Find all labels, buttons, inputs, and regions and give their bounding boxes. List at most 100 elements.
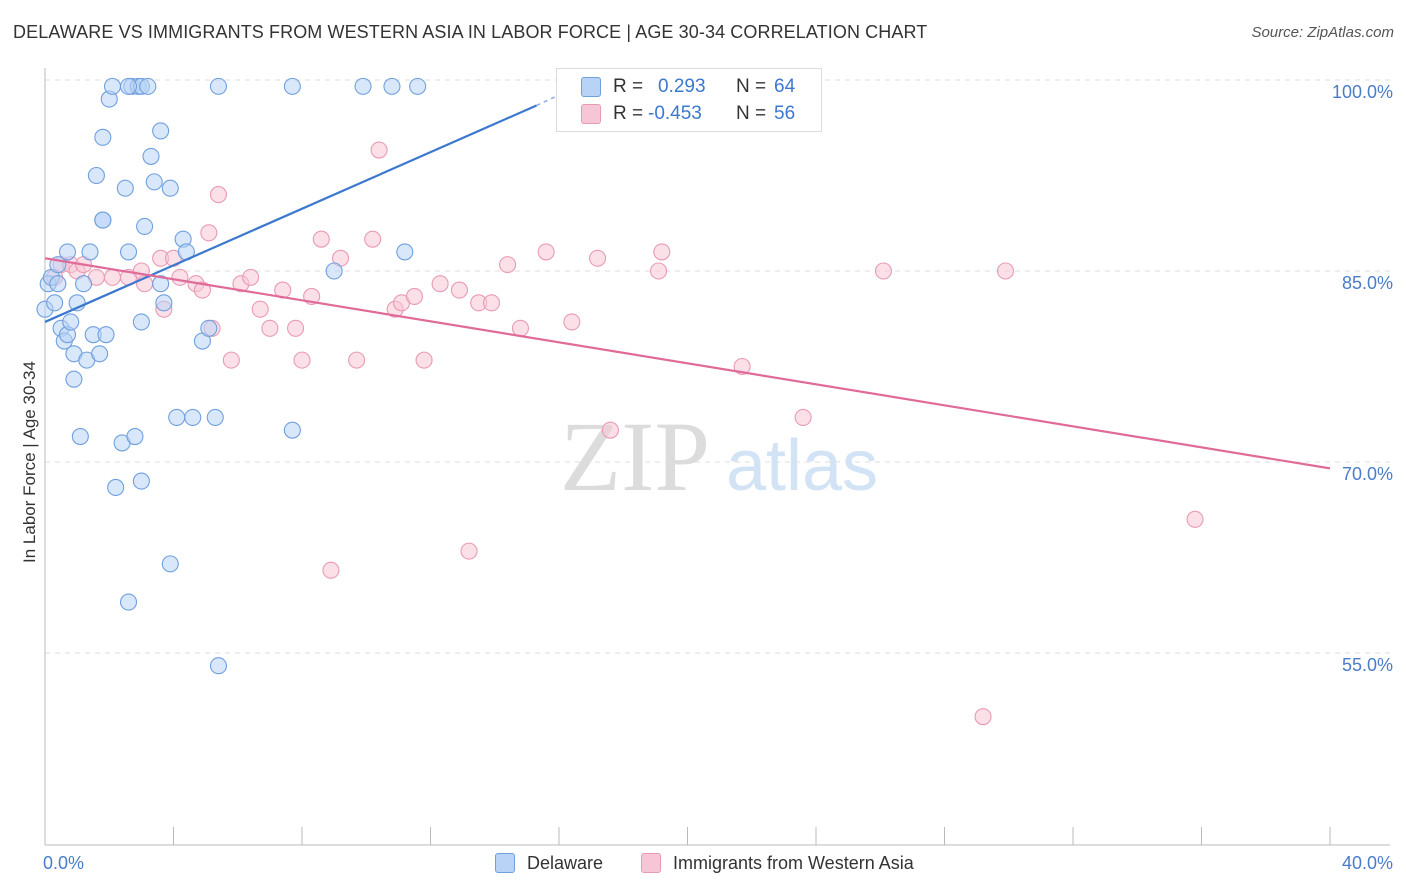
western-asia-point xyxy=(171,268,189,286)
western-asia-point xyxy=(261,319,279,337)
legend-r-value: 0.293 xyxy=(658,76,706,97)
delaware-point xyxy=(87,166,105,185)
western-asia-point xyxy=(450,281,468,299)
delaware-point xyxy=(155,294,173,312)
delaware-point xyxy=(161,555,179,573)
delaware-point xyxy=(91,345,109,363)
western-asia-point xyxy=(874,262,893,280)
delaware-point xyxy=(132,472,150,490)
western-asia-point xyxy=(415,351,433,369)
legend-n-value: 64 xyxy=(774,76,796,97)
delaware-point xyxy=(139,77,157,95)
legend-swatch-western-asia xyxy=(581,104,601,124)
delaware-point xyxy=(126,427,144,446)
data-points xyxy=(36,77,1204,726)
grid-lines xyxy=(45,79,1390,654)
delaware-point xyxy=(200,319,218,337)
x-tick-labels: 0.0% 40.0% xyxy=(43,853,1393,873)
western-asia-point xyxy=(251,300,269,318)
western-asia-point xyxy=(103,268,122,286)
western-asia-point xyxy=(293,351,311,369)
delaware-point xyxy=(94,211,112,229)
delaware-point xyxy=(94,128,112,146)
delaware-point xyxy=(184,408,202,426)
legend-r-label: R = xyxy=(613,103,644,124)
western-asia-point xyxy=(370,141,388,159)
delaware-point xyxy=(71,427,89,446)
western-asia-point xyxy=(348,351,366,369)
legend: R = 0.293 N = 64 R = -0.453 N = 56 xyxy=(556,68,822,132)
y-tick-label: 70.0% xyxy=(1342,464,1393,484)
delaware-point xyxy=(161,179,179,197)
y-tick-labels: 55.0% 70.0% 85.0% 100.0% xyxy=(1332,82,1393,675)
x-tick-label-max: 40.0% xyxy=(1342,853,1393,873)
western-asia-point xyxy=(482,294,501,312)
chart-title: DELAWARE VS IMMIGRANTS FROM WESTERN ASIA… xyxy=(13,22,928,42)
delaware-point xyxy=(58,243,77,261)
y-tick-label: 55.0% xyxy=(1342,655,1393,675)
legend-n-label: N = xyxy=(736,103,767,124)
delaware-point xyxy=(283,77,301,95)
western-asia-point xyxy=(794,408,812,426)
western-asia-point xyxy=(537,243,555,261)
western-asia-point xyxy=(1186,510,1204,528)
western-asia-point xyxy=(287,319,305,337)
delaware-point xyxy=(97,326,115,344)
delaware-point xyxy=(75,275,93,293)
western-asia-point xyxy=(650,262,668,280)
western-asia-point xyxy=(322,561,340,579)
delaware-point xyxy=(383,77,401,95)
legend-r-value: -0.453 xyxy=(648,103,702,124)
western-asia-point xyxy=(499,256,517,274)
western-asia-point xyxy=(653,243,671,261)
delaware-point xyxy=(409,77,427,95)
legend-n-label: N = xyxy=(736,76,767,97)
axes xyxy=(44,68,1390,846)
watermark-atlas: atlas xyxy=(726,426,878,506)
watermark: ZIP atlas xyxy=(560,401,878,512)
bottom-legend-swatch-western-asia xyxy=(641,853,661,873)
bottom-legend-label: Immigrants from Western Asia xyxy=(673,853,914,873)
western-asia-point xyxy=(974,708,992,726)
source-label: Source: ZipAtlas.com xyxy=(1251,24,1394,41)
western-asia-point xyxy=(601,421,619,439)
delaware-point xyxy=(325,262,343,280)
western-asia-trend-line xyxy=(44,257,1331,470)
delaware-point xyxy=(119,593,138,611)
delaware-point xyxy=(119,77,138,95)
watermark-zip: ZIP xyxy=(560,401,710,512)
delaware-point xyxy=(152,275,170,293)
delaware-point xyxy=(396,243,414,261)
delaware-point xyxy=(119,243,138,261)
delaware-point xyxy=(81,243,99,261)
delaware-point xyxy=(152,122,170,140)
delaware-point xyxy=(65,370,83,388)
western-asia-point xyxy=(364,230,382,248)
western-asia-point xyxy=(242,268,260,286)
delaware-point xyxy=(354,77,372,95)
delaware-point xyxy=(62,313,80,331)
delaware-point xyxy=(46,294,64,312)
western-asia-point xyxy=(193,281,211,299)
delaware-point xyxy=(206,408,224,426)
western-asia-point xyxy=(460,542,478,560)
western-asia-point xyxy=(222,351,240,369)
delaware-point xyxy=(136,217,154,235)
legend-swatch-delaware xyxy=(581,77,601,97)
western-asia-point xyxy=(511,319,530,337)
western-asia-point xyxy=(405,287,423,306)
bottom-legend-label: Delaware xyxy=(527,853,604,873)
delaware-point xyxy=(142,147,160,165)
bottom-legend-swatch-delaware xyxy=(495,853,515,873)
western-asia-point xyxy=(312,230,330,248)
y-tick-label: 85.0% xyxy=(1342,273,1393,293)
delaware-point xyxy=(145,173,163,191)
delaware-point xyxy=(283,421,301,439)
delaware-point xyxy=(209,657,228,675)
western-asia-point xyxy=(996,262,1015,280)
western-asia-point xyxy=(431,275,449,293)
delaware-trend-line xyxy=(44,104,537,323)
western-asia-point xyxy=(563,313,581,331)
legend-n-value: 56 xyxy=(774,103,796,124)
delaware-point xyxy=(116,179,134,197)
